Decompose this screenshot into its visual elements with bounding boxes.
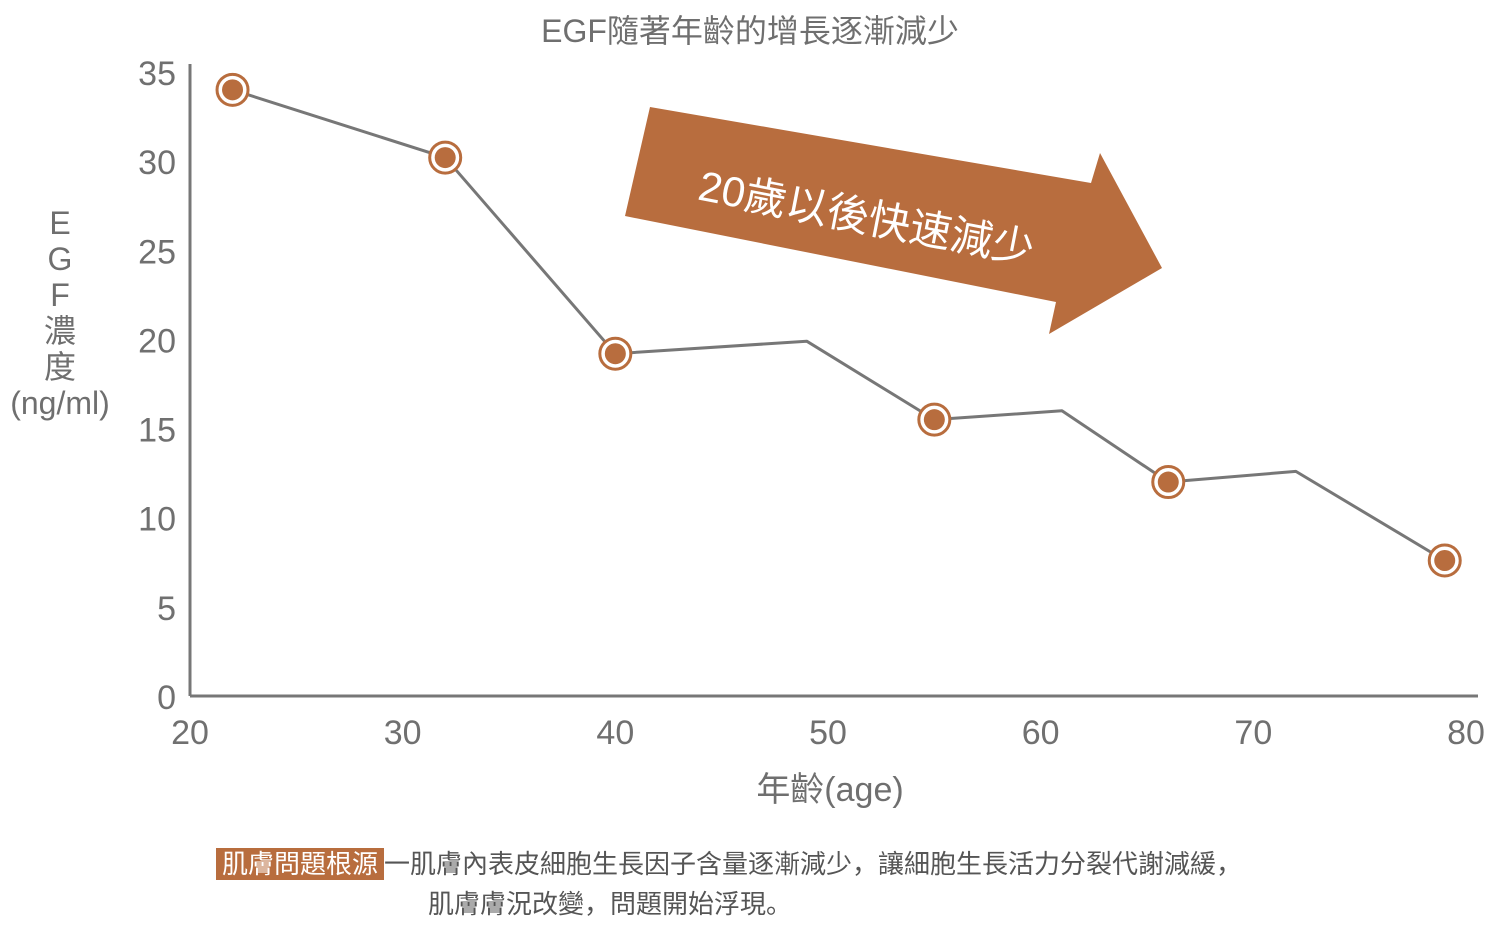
y-tick-label: 25 — [138, 233, 176, 271]
data-point — [428, 140, 463, 175]
data-point-dot — [1157, 471, 1179, 493]
footer-note: 肌膚問題根源 一肌膚內表皮細胞生長因子含量逐漸減少，讓細胞生長活力分裂代謝減緩， … — [216, 843, 1243, 919]
y-tick-label: 35 — [138, 55, 176, 93]
y-tick-label: 30 — [138, 144, 176, 182]
data-point — [598, 336, 633, 371]
data-markers — [215, 72, 1462, 578]
data-point-dot — [923, 409, 945, 431]
drop-lines — [231, 89, 1443, 694]
y-tick-label: 20 — [138, 322, 176, 360]
data-point-dot — [434, 147, 456, 169]
x-tick-label: 80 — [1447, 714, 1485, 752]
tick-labels: 0 5 10 15 20 25 30 35 20 30 40 50 60 70 80 — [138, 55, 1485, 752]
data-point-dot — [604, 343, 626, 365]
data-point — [1151, 465, 1186, 500]
y-axis-label-line: E — [49, 205, 71, 241]
y-axis-label: E G F 濃 度 (ng/ml) — [0, 205, 120, 421]
x-tick-label: 20 — [171, 714, 209, 752]
y-tick-label: 10 — [138, 501, 176, 539]
x-tick-label: 70 — [1234, 714, 1272, 752]
x-axis-label: 年齡(age) — [756, 771, 904, 809]
trend-arrow: 20歲以後快速減少 — [625, 107, 1162, 334]
x-tick-label: 40 — [596, 714, 634, 752]
footer-badge: 肌膚問題根源 — [216, 848, 385, 880]
footer-line-2: 肌膚膚況改變，問題開始浮現。 — [428, 889, 793, 919]
data-point-dot — [222, 79, 244, 101]
y-axis-label-line: F — [50, 277, 70, 313]
data-point — [215, 72, 250, 107]
footer-line-1: 一肌膚內表皮細胞生長因子含量逐漸減少，讓細胞生長活力分裂代謝減緩， — [384, 849, 1243, 879]
y-axis-label-line: G — [47, 241, 73, 277]
trend-arrow-shape — [625, 107, 1162, 334]
y-axis-label-line: 濃 — [43, 313, 76, 349]
x-tick-label: 30 — [384, 714, 422, 752]
y-tick-label: 5 — [157, 590, 176, 628]
chart-title: EGF隨著年齡的增長逐漸減少 — [541, 13, 959, 49]
y-tick-label: 15 — [138, 412, 176, 450]
x-tick-label: 60 — [1022, 714, 1060, 752]
data-point — [917, 402, 952, 437]
y-axis-label-line: 度 — [43, 349, 76, 385]
axes — [188, 64, 1478, 698]
y-tick-label: 0 — [157, 679, 176, 717]
x-tick-label: 50 — [809, 714, 847, 752]
y-axis-label-line: (ng/ml) — [10, 385, 110, 421]
data-point-dot — [1434, 550, 1456, 572]
data-point — [1427, 543, 1462, 578]
